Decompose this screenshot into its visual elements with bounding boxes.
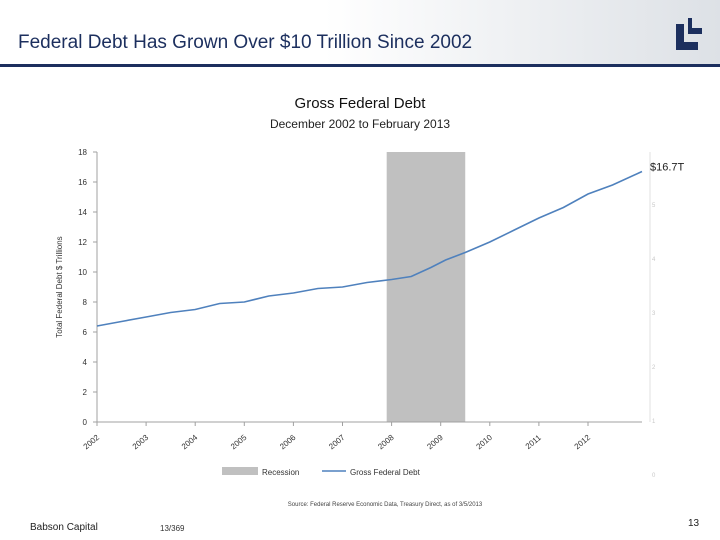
header-rule xyxy=(0,64,720,67)
y-tick-label: 18 xyxy=(78,148,87,157)
slide-title: Federal Debt Has Grown Over $10 Trillion… xyxy=(18,32,473,53)
recession-band xyxy=(386,152,466,422)
babson-logo-icon xyxy=(676,18,702,50)
right-tick-label: 4 xyxy=(652,257,656,263)
right-tick-label: 1 xyxy=(652,419,656,425)
x-tick-label: 2007 xyxy=(327,433,347,452)
x-tick-label: 2011 xyxy=(524,433,543,451)
chart-title: Gross Federal Debt xyxy=(294,95,426,112)
y-tick-label: 12 xyxy=(78,238,87,247)
x-tick-label: 2005 xyxy=(229,433,249,452)
y-axis-label: Total Federal Debt $ Trillions xyxy=(55,236,64,337)
right-tick-label: 5 xyxy=(652,203,656,209)
x-tick-label: 2012 xyxy=(573,433,593,452)
y-tick-label: 14 xyxy=(78,208,87,217)
chart-subtitle: December 2002 to February 2013 xyxy=(269,117,451,131)
y-tick-label: 16 xyxy=(78,178,87,187)
y-tick-label: 0 xyxy=(83,418,88,427)
footer-code: 13/369 xyxy=(160,524,185,533)
x-tick-label: 2009 xyxy=(425,433,445,452)
debt-series-line xyxy=(96,170,643,327)
legend-debt-label: Gross Federal Debt xyxy=(350,468,421,477)
y-tick-label: 6 xyxy=(83,328,88,337)
legend-recession-swatch xyxy=(222,467,258,475)
x-tick-label: 2004 xyxy=(180,433,200,452)
page-number: 13 xyxy=(688,518,700,529)
right-tick-label: 2 xyxy=(652,365,656,371)
x-tick-label: 2010 xyxy=(474,433,494,452)
y-tick-label: 8 xyxy=(83,298,88,307)
legend-recession-label: Recession xyxy=(262,468,299,477)
y-tick-label: 4 xyxy=(83,358,88,367)
x-tick-label: 2006 xyxy=(278,433,298,452)
right-tick-label: 3 xyxy=(652,311,656,317)
footer-company: Babson Capital xyxy=(30,522,98,533)
y-tick-label: 2 xyxy=(83,388,88,397)
debt-annotation: $16.7T xyxy=(650,162,685,174)
y-tick-label: 10 xyxy=(78,268,87,277)
source-note: Source: Federal Reserve Economic Data, T… xyxy=(288,502,483,508)
x-tick-label: 2002 xyxy=(82,433,102,452)
x-tick-label: 2008 xyxy=(376,433,396,452)
slide-header: Federal Debt Has Grown Over $10 Trillion… xyxy=(0,0,720,64)
right-tick-label: 0 xyxy=(652,473,656,479)
x-tick-label: 2003 xyxy=(131,433,151,452)
